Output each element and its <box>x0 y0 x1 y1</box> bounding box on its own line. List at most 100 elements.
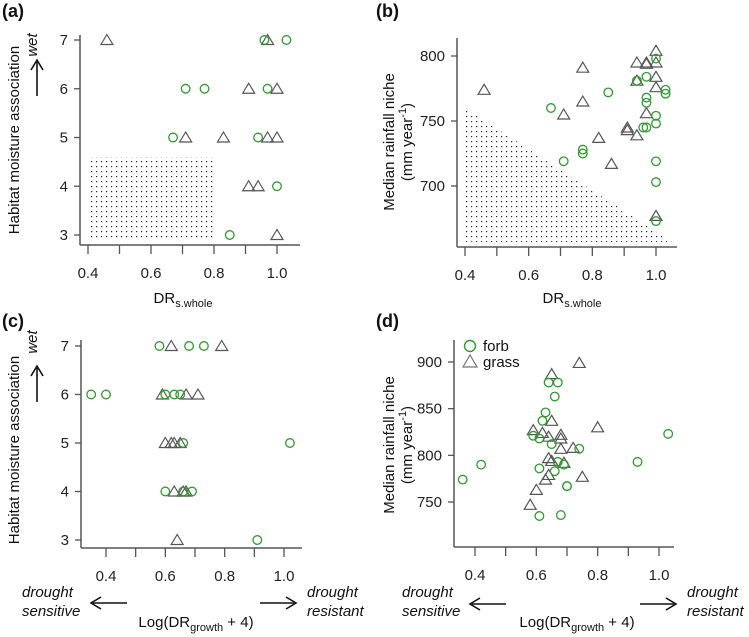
forb-point <box>546 439 557 450</box>
forb-point <box>632 456 643 467</box>
x-tick-label: 0.8 <box>587 567 608 584</box>
grass-point <box>260 130 275 143</box>
grass-point <box>648 80 664 93</box>
forb-point <box>199 83 210 94</box>
grass-point <box>639 55 654 68</box>
grass-point <box>566 441 581 453</box>
forb-point <box>534 511 545 521</box>
grass-point <box>214 339 229 352</box>
forb-point <box>168 132 179 143</box>
forb-point <box>281 35 292 45</box>
wet-label-c: wet <box>24 329 41 353</box>
y-tick-label: 7 <box>61 338 69 355</box>
legend-forb-label: forb <box>483 338 509 355</box>
forb-point <box>638 122 649 133</box>
grass-point <box>544 454 559 467</box>
grass-point <box>553 428 568 440</box>
forb-point <box>574 443 585 454</box>
up-arrow-icon-a <box>30 58 44 96</box>
grass-point <box>629 55 644 68</box>
forb-point <box>549 466 560 477</box>
grass-point <box>544 367 559 380</box>
grass-point <box>556 107 571 120</box>
grass-point <box>241 82 256 94</box>
forb-point <box>534 433 545 444</box>
up-arrow-icon-c <box>30 364 44 402</box>
plot-panel-d: 0.4 0.6 0.8 1.0 750 800 850 900 <box>417 340 674 584</box>
forb-point <box>178 438 189 448</box>
forb-point <box>577 144 588 155</box>
legend: forb grass <box>461 338 520 371</box>
y-tick-label: 3 <box>61 532 69 549</box>
grass-point <box>269 82 285 94</box>
y-tick-label: 7 <box>60 32 68 49</box>
legend-forb-icon <box>463 339 477 353</box>
ylabel-b: Median rainfall niche (mm year-1) <box>381 73 416 211</box>
grass-point <box>477 83 492 95</box>
x-tick-label: 0.4 <box>455 267 476 284</box>
forb-point <box>180 83 191 94</box>
x-tick-label: 1.0 <box>646 267 667 284</box>
left-arrow-icon-c <box>89 596 127 610</box>
x-tick-label: 0.4 <box>78 265 99 282</box>
grass-point <box>575 94 590 107</box>
y-tick-label: 4 <box>61 484 69 501</box>
y-tick-label: 5 <box>61 435 69 452</box>
forb-point <box>546 103 556 113</box>
xlabel-d: Log(DRgrowth + 4) <box>519 614 634 634</box>
grass-point <box>179 484 194 497</box>
forb-point <box>651 53 661 64</box>
x-tick-label: 1.0 <box>274 568 295 585</box>
x-tick-label: 0.8 <box>204 265 225 282</box>
grass-point <box>173 436 188 449</box>
x-tick-label: 0.4 <box>96 568 117 585</box>
grass-point <box>541 451 556 464</box>
x-tick-label: 0.6 <box>141 265 162 282</box>
forb-point <box>252 535 263 545</box>
forb-point <box>641 92 652 103</box>
x-tick-label: 0.4 <box>465 567 486 584</box>
drought-resistant-c-1: drought <box>307 584 359 601</box>
ylabel-d-main: Median rainfall niche <box>381 376 398 514</box>
grass-point <box>523 498 538 510</box>
plot-panel-b: 0.4 0.6 0.8 1.0 700 750 800 <box>420 38 677 284</box>
forb-point <box>528 430 539 441</box>
forb-point <box>558 459 569 470</box>
grass-point <box>648 209 664 221</box>
forb-point <box>660 88 671 99</box>
legend-grass-icon <box>461 353 479 368</box>
y-tick-label: 850 <box>417 401 442 418</box>
grass-point <box>591 131 606 143</box>
forb-point <box>534 463 545 474</box>
grass-point <box>251 179 266 192</box>
forb-point <box>259 35 270 45</box>
forb-point <box>549 391 560 402</box>
grass-point <box>535 426 550 439</box>
y-tick-label: 6 <box>60 81 68 98</box>
wet-label-a: wet <box>24 32 41 56</box>
y-tick-label: 750 <box>420 113 445 130</box>
grass-point <box>639 106 654 119</box>
panel-letter-b: (b) <box>376 1 399 21</box>
grass-point <box>99 33 114 46</box>
forb-point <box>641 122 652 133</box>
drought-resistant-d-2: resistant <box>687 603 745 620</box>
xlabel-b: DRs.whole <box>543 290 602 310</box>
x-tick-label: 0.8 <box>214 568 235 585</box>
grass-point <box>553 431 568 444</box>
grass-point <box>269 228 285 241</box>
forb-point <box>651 110 661 121</box>
forb-point <box>169 389 180 400</box>
grass-point <box>170 533 185 546</box>
grass-point <box>604 157 619 169</box>
forb-point <box>198 341 209 351</box>
grass-point <box>538 472 553 485</box>
grass-point <box>167 484 182 497</box>
grass-point <box>648 44 664 56</box>
forb-point <box>660 84 671 95</box>
x-tick-label: 0.8 <box>582 267 603 284</box>
drought-sensitive-c-2: sensitive <box>22 603 80 620</box>
forb-point <box>631 75 642 86</box>
shaded-region <box>465 108 672 242</box>
forb-point <box>457 474 468 485</box>
